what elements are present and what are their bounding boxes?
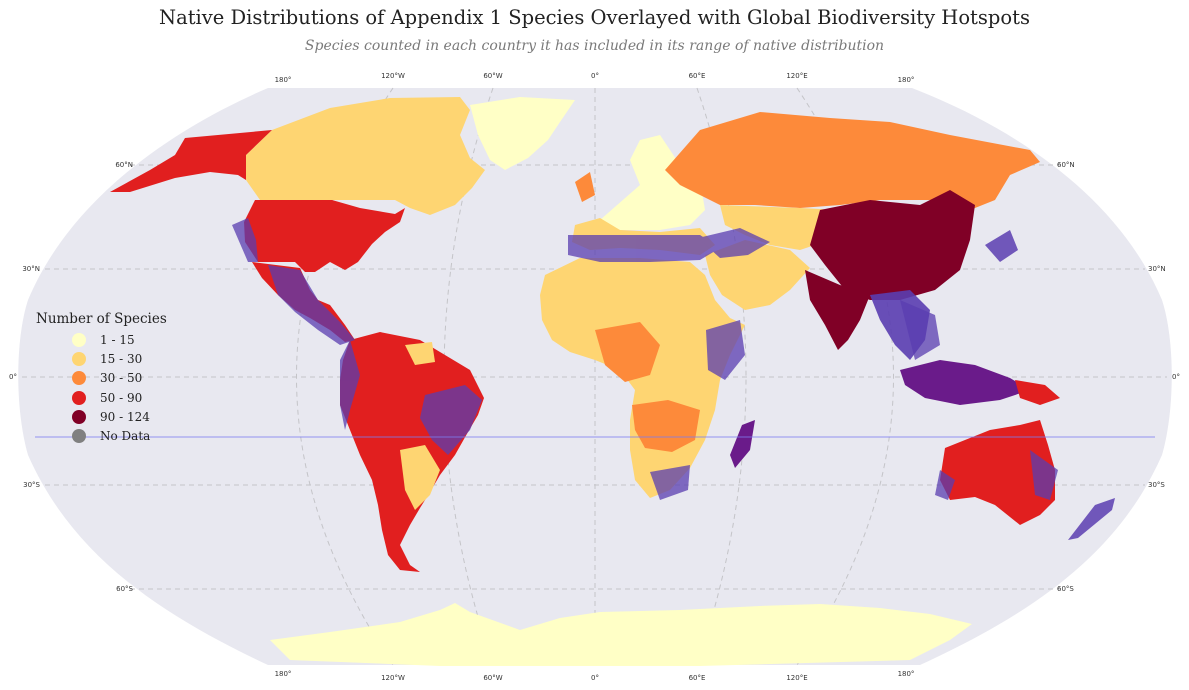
legend-item: 50 - 90 [36,388,167,407]
middle-east [705,240,810,310]
africa-central [595,322,660,382]
legend-swatch [72,332,86,347]
lat-label: 30°N [22,265,40,273]
lon-label: 120°E [786,674,807,682]
longitude-labels-bottom: 180° 120°W 60°W 0° 60°E 120°E 180° [275,670,915,682]
latitude-labels-right: 60°N 30°N 0° 30°S 60°S [1057,161,1180,593]
indonesia [900,360,1030,405]
lat-label: 60°N [115,161,133,169]
legend-item: No Data [36,426,167,445]
legend-items: 1 - 15 15 - 30 30 - 50 50 - 90 90 - 124 … [36,330,167,446]
latitude-labels-left: 60°N 30°N 0° 30°S 60°S [9,161,134,593]
lon-label: 0° [591,72,599,80]
lon-label: 60°E [689,674,706,682]
lon-label: 180° [275,76,292,84]
legend-item: 15 - 30 [36,349,167,368]
legend-label: 1 - 15 [100,332,135,347]
japan [985,230,1018,262]
lon-label: 180° [275,670,292,678]
lat-label: 60°S [116,585,133,593]
legend-label: No Data [100,429,151,444]
legend-swatch [72,429,86,444]
legend: Number of Species 1 - 15 15 - 30 30 - 50… [36,311,167,446]
lat-label: 30°S [23,481,40,489]
guyana-patch [405,342,435,365]
lon-label: 120°W [381,72,405,80]
lon-label: 180° [898,76,915,84]
legend-label: 15 - 30 [100,351,143,366]
lat-label: 30°S [1148,481,1165,489]
russia [665,112,1040,210]
lon-label: 180° [898,670,915,678]
legend-item: 30 - 50 [36,369,167,388]
lon-label: 60°E [689,72,706,80]
lon-label: 120°E [786,72,807,80]
africa-south [632,400,700,452]
central-asia [720,205,840,250]
legend-swatch [72,371,86,386]
lon-label: 120°W [381,674,405,682]
lon-label: 60°W [483,674,502,682]
lat-label: 60°N [1057,161,1075,169]
new-guinea [1015,380,1060,405]
legend-swatch [72,390,86,405]
legend-label: 50 - 90 [100,390,143,405]
longitude-labels-top: 180° 120°W 60°W 0° 60°E 120°E 180° [275,72,915,84]
legend-item: 90 - 124 [36,407,167,426]
legend-label: 90 - 124 [100,409,150,424]
new-zealand [1068,498,1115,540]
map-title: Native Distributions of Appendix 1 Speci… [159,6,1030,29]
legend-label: 30 - 50 [100,371,143,386]
legend-swatch [72,351,86,366]
united-states [244,200,405,272]
india [805,270,870,350]
lat-label: 0° [1172,373,1180,381]
canada [246,97,485,215]
legend-item: 1 - 15 [36,330,167,349]
greenland [470,97,575,170]
map-subtitle: Species counted in each country it has i… [304,38,885,54]
lon-label: 60°W [483,72,502,80]
lat-label: 60°S [1057,585,1074,593]
china-region [810,190,975,300]
lon-label: 0° [591,674,599,682]
argentina-patch [400,445,440,510]
legend-title: Number of Species [36,311,167,327]
lat-label: 30°N [1148,265,1166,273]
lat-label: 0° [9,373,17,381]
antarctica [270,603,972,666]
uk [575,172,595,202]
europe-north [600,135,705,230]
legend-swatch [72,409,86,424]
alaska [110,130,272,192]
madagascar [730,420,755,468]
australia [940,420,1055,525]
